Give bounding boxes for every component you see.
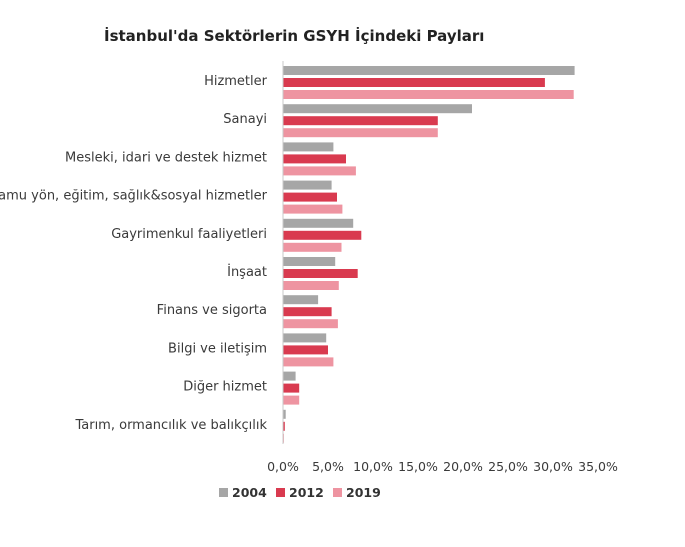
- x-tick-label: 25,0%: [488, 459, 528, 474]
- x-tick-label: 10,0%: [353, 459, 393, 474]
- legend-label: 2004: [232, 485, 267, 500]
- category-labels: Hizmetler Sanayi Mesleki, idari ve destek …: [0, 74, 268, 433]
- bar-2004: [283, 295, 319, 305]
- bars-layer: [283, 66, 575, 443]
- bar-2019: [283, 128, 438, 138]
- bar-2012: [283, 192, 337, 202]
- bar-2004: [283, 180, 332, 190]
- x-tick-label: 15,0%: [398, 459, 438, 474]
- bar-2019: [283, 281, 339, 290]
- category-label: İnşaat: [227, 264, 267, 280]
- bar-2019: [283, 90, 574, 99]
- legend-swatch-2012: [276, 488, 285, 497]
- category-label: Diğer hizmet: [183, 380, 267, 395]
- category-label: Sanayi: [223, 112, 267, 127]
- bar-2012: [283, 154, 346, 164]
- legend-swatch-2004: [219, 488, 228, 497]
- x-tick-label: 5,0%: [312, 459, 344, 474]
- x-tick-label: 30,0%: [533, 459, 573, 474]
- bar-2012: [283, 116, 438, 126]
- x-tick-label: 0,0%: [267, 459, 299, 474]
- bar-2019: [283, 166, 356, 176]
- bar-2004: [283, 142, 334, 152]
- category-label: Mesleki, idari ve destek hizmet: [65, 150, 267, 165]
- bar-2004: [283, 333, 327, 343]
- bar-2019: [283, 242, 342, 252]
- x-tick-label: 35,0%: [578, 459, 618, 474]
- x-axis-ticks: 0,0% 5,0% 10,0% 15,0% 20,0% 25,0% 30,0% 35,0%: [267, 459, 618, 474]
- category-label: Hizmetler: [204, 74, 268, 89]
- chart-title: İstanbul'da Sektörlerin GSYH İçindeki Pa…: [104, 26, 484, 45]
- bar-2012: [283, 421, 285, 431]
- bar-2012: [283, 307, 332, 317]
- legend-label: 2012: [289, 485, 324, 500]
- category-label: Finans ve sigorta: [157, 303, 267, 318]
- bar-2012: [283, 230, 362, 240]
- bar-2012: [283, 78, 545, 87]
- legend: 2004 2012 2019: [219, 485, 381, 500]
- category-label: Tarım, ormancılık ve balıkçılık: [74, 418, 267, 433]
- bar-2004: [283, 66, 575, 75]
- category-label: Kamu yön, eğitim, sağlık&sosyal hizmetle…: [0, 189, 268, 204]
- bar-2019: [283, 357, 334, 367]
- bar-2004: [283, 409, 286, 419]
- bar-2019: [283, 319, 338, 329]
- bar-2012: [283, 383, 300, 393]
- x-tick-label: 20,0%: [443, 459, 483, 474]
- bar-2004: [283, 104, 472, 114]
- bar-2004: [283, 257, 336, 266]
- category-label: Bilgi ve iletişim: [168, 341, 267, 356]
- bar-2019: [283, 204, 343, 214]
- bar-2012: [283, 269, 358, 278]
- bar-2012: [283, 345, 328, 355]
- bar-2004: [283, 218, 354, 228]
- bar-2004: [283, 371, 296, 381]
- bar-2019: [283, 395, 300, 405]
- category-label: Gayrimenkul faaliyetleri: [111, 227, 267, 242]
- legend-swatch-2019: [333, 488, 342, 497]
- legend-label: 2019: [346, 485, 381, 500]
